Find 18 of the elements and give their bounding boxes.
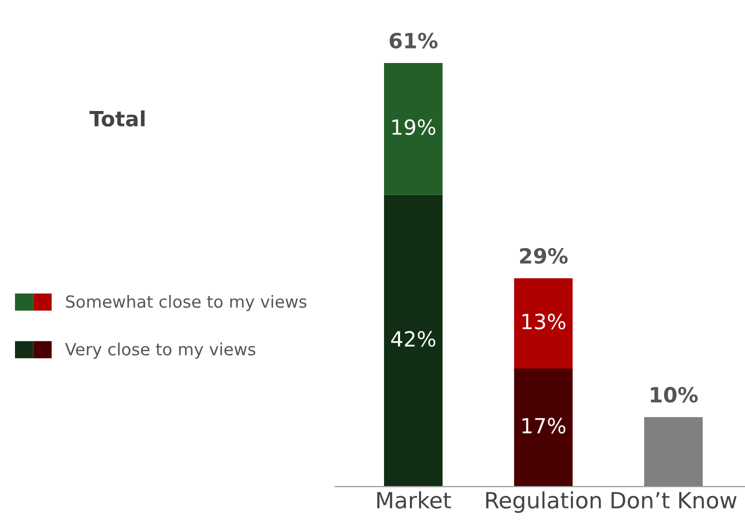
data-label: 13% bbox=[522, 314, 566, 330]
x-tick-label: Market bbox=[377, 491, 451, 509]
text: Total bbox=[90, 110, 145, 127]
bar bbox=[644, 417, 703, 487]
total-label: 10% bbox=[650, 386, 698, 403]
bar bbox=[384, 62, 443, 195]
bar bbox=[384, 194, 443, 487]
bar bbox=[514, 368, 573, 487]
total-label: 61% bbox=[390, 32, 438, 49]
legend-label: Somewhat close to my views bbox=[66, 294, 306, 312]
total-label: 29% bbox=[520, 248, 568, 264]
x-tick-label: Don’t Know bbox=[612, 492, 737, 509]
data-label: 42% bbox=[391, 331, 436, 347]
data-label: 19% bbox=[392, 119, 436, 135]
data-label: 17% bbox=[522, 418, 566, 434]
bar bbox=[514, 278, 573, 368]
legend-label: Very close to my views bbox=[65, 342, 256, 359]
x-tick-label: Regulation bbox=[486, 491, 601, 513]
